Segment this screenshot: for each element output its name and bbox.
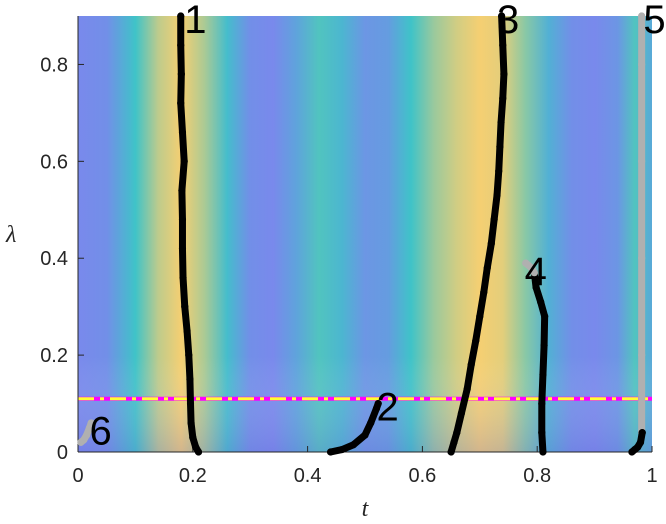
curve-label-1: 1	[184, 0, 206, 42]
curve-point	[540, 341, 548, 350]
curve-point	[349, 441, 358, 449]
curve-point	[539, 370, 547, 379]
curve-point	[638, 12, 646, 20]
curve-point	[472, 336, 480, 345]
curve-point	[83, 431, 91, 439]
curve-point	[453, 429, 461, 437]
curve-point	[500, 70, 508, 78]
curve-point	[532, 283, 540, 291]
curve-point	[178, 128, 187, 136]
curve-point	[497, 118, 505, 127]
x-tick-label: 0.8	[523, 465, 551, 487]
y-tick-label: 0	[57, 442, 68, 464]
curve-point	[541, 312, 549, 320]
curve-point	[450, 438, 458, 446]
curve-point	[476, 312, 484, 320]
curve-point	[638, 60, 646, 69]
curve-point	[178, 244, 187, 253]
curve-point	[181, 303, 189, 311]
curve-point	[522, 259, 530, 267]
curve-point	[638, 429, 646, 437]
curve-point	[498, 12, 506, 20]
curve-point	[530, 269, 538, 277]
x-tick-label: 0.6	[408, 465, 436, 487]
curve-label-3: 3	[497, 0, 519, 42]
curve-point	[447, 448, 455, 456]
curve-point	[326, 448, 335, 456]
curve-point	[638, 254, 646, 262]
curve-point	[467, 361, 475, 369]
y-tick-label: 0.6	[40, 151, 68, 173]
curve-point	[539, 448, 547, 456]
curve-point	[499, 41, 507, 49]
x-tick-label: 0.2	[179, 465, 207, 487]
y-tick-label: 0.8	[40, 54, 68, 76]
curve-point	[189, 433, 197, 442]
x-tick-label: 0	[72, 465, 83, 487]
curve-point	[457, 409, 466, 417]
curve-point	[177, 99, 185, 107]
heatmap-shading	[78, 16, 652, 452]
curve-point	[490, 215, 498, 224]
curve-point	[186, 399, 195, 408]
curve-point	[185, 351, 193, 359]
axes: 0 0.2 0.4 0.6 0.8 1 0 0.2 0.4 0.6 0.8	[40, 16, 658, 487]
x-tick-label: 1	[646, 465, 657, 487]
curve-point	[487, 240, 495, 248]
curve-label-5: 5	[643, 0, 665, 42]
curve-point	[493, 191, 501, 199]
curve-point	[638, 157, 646, 165]
curve-point	[178, 186, 186, 194]
curve-point	[87, 419, 95, 427]
curve-label-6: 6	[89, 410, 111, 454]
curve-point	[538, 429, 546, 437]
curve-label-4: 4	[525, 250, 547, 294]
curve-point	[178, 215, 187, 224]
curve-point	[636, 438, 645, 446]
curve-label-2: 2	[376, 385, 398, 429]
curve-point	[496, 143, 504, 151]
curve-point	[361, 431, 369, 439]
curve-point	[177, 12, 185, 20]
curve-point	[538, 399, 546, 408]
curve-point	[179, 274, 187, 282]
curve-point	[180, 157, 188, 165]
y-tick-label: 0.2	[40, 345, 68, 367]
curve-point	[367, 419, 375, 427]
curve-point	[638, 351, 646, 359]
curve-point	[177, 41, 185, 49]
y-tick-label: 0.4	[40, 248, 68, 270]
plot-area	[78, 16, 652, 452]
curve-point	[480, 288, 488, 296]
x-axis-label: t	[362, 496, 370, 522]
curve-point	[537, 298, 545, 306]
curve-point	[374, 399, 382, 408]
curve-point	[495, 167, 503, 175]
curves	[77, 12, 646, 456]
curve-point	[186, 375, 194, 383]
curve-point	[177, 70, 185, 78]
x-tick-label: 0.4	[294, 465, 322, 487]
curve-point	[183, 327, 191, 335]
curve-point	[192, 443, 200, 451]
curve-point	[483, 264, 491, 272]
curve-point	[338, 445, 346, 454]
curve-labels: 1 2 3 4 5 6	[89, 0, 665, 454]
y-axis-label: λ	[5, 222, 16, 248]
curve-point	[463, 385, 471, 393]
curve-point	[499, 94, 507, 102]
curve-3	[447, 12, 508, 456]
curve-point	[187, 419, 195, 427]
